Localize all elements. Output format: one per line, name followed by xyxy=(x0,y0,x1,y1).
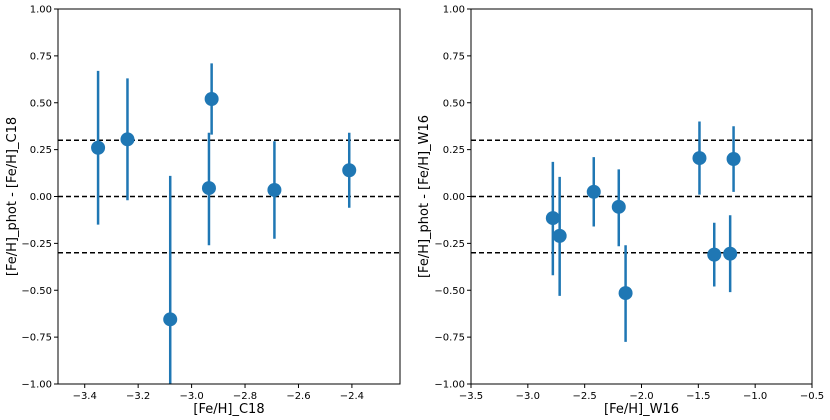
right-y-tick-label: 0.00 xyxy=(443,192,465,203)
right-y-tick-label: 0.25 xyxy=(443,145,465,156)
left-y-tick-label: −0.25 xyxy=(21,239,52,250)
right-y-tick-label: 0.75 xyxy=(443,51,465,62)
left-data-point xyxy=(204,92,219,106)
left-data-point xyxy=(342,163,357,178)
left-y-tick-label: 0.00 xyxy=(30,192,52,203)
right-data-point xyxy=(692,151,707,166)
left-panel: −1.00 −0.75 −0.50 −0.25 0.00 0.25 0.50 0.75 1.00… xyxy=(5,5,401,417)
right-x-tick-label: −1.0 xyxy=(743,391,767,402)
right-data-point xyxy=(723,246,738,261)
left-y-tick-label: −0.50 xyxy=(21,286,52,297)
right-data-point xyxy=(726,152,741,166)
left-data-point xyxy=(201,181,216,196)
left-x-tick-label: −2.8 xyxy=(233,391,257,402)
left-x-tick-label: −2.4 xyxy=(340,391,364,402)
right-y-tick-label: 1.00 xyxy=(443,5,465,16)
left-x-tick-label: −2.6 xyxy=(286,391,310,402)
left-data-point xyxy=(91,140,106,155)
left-y-tick-label: −1.00 xyxy=(21,380,52,391)
right-data-point xyxy=(552,228,567,243)
right-y-tick-label: 0.50 xyxy=(443,98,465,109)
right-data-point xyxy=(545,211,560,226)
right-panel: −1.00 −0.75 −0.50 −0.25 0.00 0.25 0.50 0.75 1.00… xyxy=(417,5,824,418)
left-y-tick-label: 0.25 xyxy=(30,145,52,156)
right-y-axis-label: [Fe/H]_phot - [Fe/H]_W16 xyxy=(417,115,432,278)
right-x-tick-label: −3.0 xyxy=(516,391,540,402)
left-y-tick-label: −0.75 xyxy=(21,333,52,344)
right-data-point xyxy=(586,184,601,199)
left-x-tick-label: −3.2 xyxy=(126,391,150,402)
right-y-tick-label: −0.75 xyxy=(434,333,465,344)
left-data-point xyxy=(267,182,282,197)
right-x-tick-label: −1.5 xyxy=(686,391,710,402)
right-data-point xyxy=(618,286,633,301)
right-y-tick-label: −0.50 xyxy=(434,286,465,297)
right-x-axis-label: [Fe/H]_W16 xyxy=(604,402,679,417)
right-x-tick-label: −0.5 xyxy=(800,391,824,402)
left-y-tick-label: 1.00 xyxy=(30,5,52,16)
left-data-point xyxy=(120,132,135,147)
right-data-point xyxy=(707,247,722,262)
left-x-tick-label: −3.4 xyxy=(73,391,97,402)
left-x-tick-label: −3.0 xyxy=(179,391,203,402)
right-data-point xyxy=(611,199,626,214)
left-x-axis-label: [Fe/H]_C18 xyxy=(193,402,264,417)
left-data-point xyxy=(163,312,178,327)
right-y-tick-label: −1.00 xyxy=(434,380,465,391)
right-x-tick-label: −2.5 xyxy=(573,391,597,402)
right-x-tick-label: −3.5 xyxy=(459,391,483,402)
right-x-tick-label: −2.0 xyxy=(629,391,653,402)
left-y-axis-label: [Fe/H]_phot - [Fe/H]_C18 xyxy=(5,117,20,276)
left-y-tick-label: 0.75 xyxy=(30,51,52,62)
left-y-tick-label: 0.50 xyxy=(30,98,52,109)
right-y-tick-label: −0.25 xyxy=(434,239,465,250)
